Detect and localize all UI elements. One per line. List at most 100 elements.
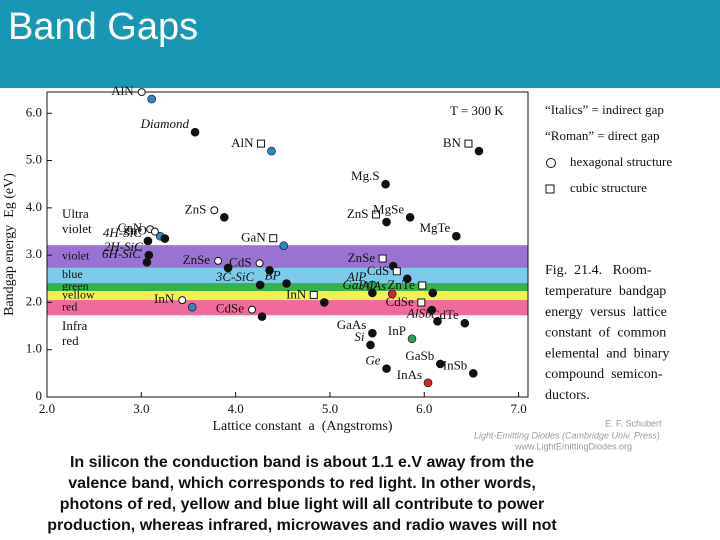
data-point [366,340,375,350]
data-point [187,302,197,312]
data-point [468,369,478,378]
data-point [190,127,200,137]
point-label: ZnSe [348,250,376,265]
data-point [428,288,438,298]
credit-url: www.LightEmittingDiodes.org [514,441,632,451]
data-point [160,234,170,243]
data-point [387,289,397,299]
point-label: ZnS [347,206,369,221]
cube-marker [417,298,426,307]
cube-marker [372,210,381,219]
data-point [265,265,274,275]
uv-label: Ultra [62,206,89,221]
point-label: Si [354,329,365,344]
point-label: AlSb [406,305,432,320]
data-point [143,236,153,246]
legend-hex: hexagonal structure [570,154,672,169]
plot-frame [46,91,529,398]
data-point [382,364,391,373]
data-point [319,298,329,307]
data-point [382,217,391,227]
legend-cube: cubic structure [570,180,647,195]
caption-line: photons of red, yellow and blue light wi… [59,496,545,513]
point-label: Diamond [140,116,190,131]
legend-italics: “Italics” = indirect gap [545,102,664,117]
data-point [427,305,437,315]
data-point [267,146,276,156]
point-label: GaN [118,220,143,235]
cube-marker [378,254,387,263]
point-label: 6H-SiC [102,246,141,261]
color-band [47,300,528,316]
x-tick-label: 3.0 [133,401,149,416]
cube-marker [418,281,427,290]
point-label: ZnO [123,223,147,238]
data-point [381,179,390,189]
legend-roman: “Roman” = direct gap [545,128,660,143]
point-label: AlN [231,135,254,150]
point-label: ZnTe [387,277,414,292]
hex-marker [248,305,257,314]
point-label: GaSb [405,348,434,363]
hex-marker [255,259,264,268]
band-label: green [62,279,89,293]
point-label: GaP [343,277,367,292]
band-label: red [62,299,77,313]
figure-caption-line: Fig. 21.4. Room- [545,263,652,278]
hex-marker [150,227,159,236]
figure-caption-line: ductors. [545,388,590,403]
data-point [279,241,289,250]
x-tick-label: 5.0 [322,401,338,416]
hex-icon [546,158,556,168]
cube-marker [392,267,401,276]
hex-marker [214,256,223,265]
cube-marker [464,139,473,148]
point-label: InP [388,323,406,338]
data-point [282,279,291,288]
data-point [435,359,445,369]
slide-title: Band Gaps [8,6,199,48]
data-point [220,213,229,222]
point-label: 4H-SiC [103,225,142,240]
caption-line: production, whereas infrared, microwaves… [47,517,557,534]
point-label: BN [443,135,462,150]
hex-marker [137,88,146,97]
point-label: AlN [111,83,134,98]
x-tick-label: 4.0 [228,401,244,416]
cube-icon [545,184,555,194]
data-point [474,146,484,156]
data-point [402,274,412,284]
y-tick-label: 1.0 [26,341,42,356]
point-label: CdSe [216,301,244,316]
point-label: CdS [367,263,389,278]
point-label: CdS [229,254,251,269]
caption-line: In silicon the conduction band is about … [69,454,535,471]
data-point [433,317,442,326]
hex-marker [210,206,219,215]
x-tick-label: 2.0 [39,401,55,416]
color-band [47,245,528,268]
figure-caption-line: constant of common [545,326,666,341]
caption: In silicon the conduction band is about … [0,452,604,536]
annotation: T = 300 K [450,103,504,118]
y-tick-label: 6.0 [26,104,42,119]
point-label: InN [154,291,175,306]
x-tick-label: 7.0 [510,401,526,416]
point-label: GaN [241,230,266,245]
band-label: violet [62,248,90,262]
hex-marker [178,296,187,305]
legend: “Italics” = indirect gap “Roman” = direc… [545,102,672,195]
point-label: MgTe [419,220,450,235]
cube-marker [256,139,265,148]
figure-caption-line: temperature bandgap [545,284,666,299]
color-band [47,291,528,301]
point-label: 2H-SiC [104,239,143,254]
point-label: InAs [397,367,422,382]
point-label: MgSe [373,201,404,216]
uv-label: violet [62,221,92,236]
point-label: AlP [346,269,367,284]
point-label: ZnSe [183,252,211,267]
cube-marker [269,234,278,243]
figure-caption-line: elemental and binary [545,346,669,361]
